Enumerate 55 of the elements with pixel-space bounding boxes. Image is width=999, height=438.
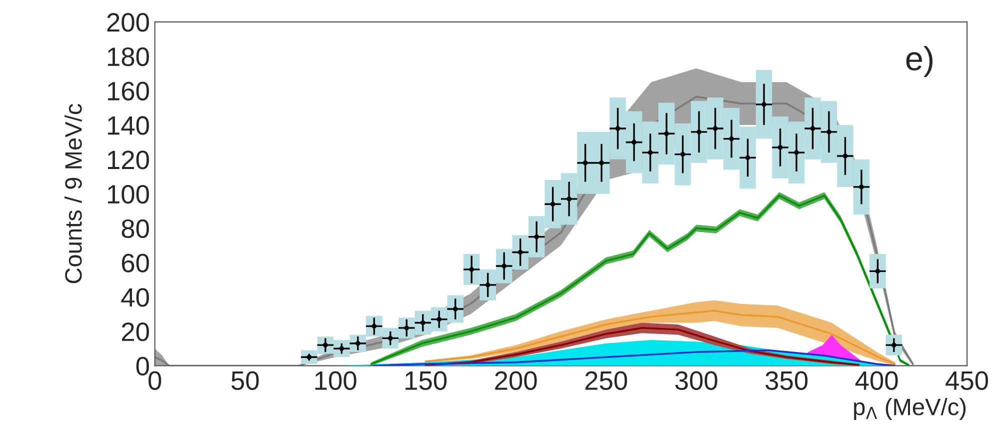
x-tick-label: 450: [946, 371, 988, 390]
point: [875, 268, 880, 274]
point: [810, 126, 816, 131]
y-tick-label: 140: [108, 116, 149, 135]
point: [745, 155, 750, 160]
point: [502, 264, 507, 268]
point: [518, 250, 523, 255]
point: [469, 267, 474, 272]
annotation: e): [906, 46, 932, 78]
point: [794, 150, 799, 155]
point: [452, 306, 458, 312]
x-tick-label: 200: [495, 371, 537, 390]
point: [712, 126, 718, 131]
line-series: [370, 349, 896, 366]
y-tick-label: 40: [121, 288, 149, 307]
x-tick-label: 50: [231, 371, 259, 390]
y-axis-title: Counts / 9 MeV/c: [64, 104, 82, 284]
x-tick-label: 350: [766, 371, 808, 390]
point: [664, 131, 669, 136]
y-tick-label: 200: [107, 13, 149, 32]
y-tick-label: 20: [122, 322, 149, 342]
y-tick-label: 120: [108, 150, 149, 170]
x-tick-label: 250: [585, 371, 628, 390]
y-tick-label: 80: [122, 219, 149, 238]
point: [615, 126, 620, 131]
y-tick-label: 0: [136, 356, 149, 376]
point: [859, 184, 864, 190]
x-tick-label: 0: [148, 371, 162, 390]
y-tick-label: 180: [108, 47, 149, 66]
y-tick-label: 100: [108, 184, 149, 204]
point: [826, 129, 832, 134]
x-tick-label: 400: [855, 371, 898, 390]
point: [550, 202, 556, 207]
y-tick-label: 160: [108, 82, 149, 100]
point: [778, 144, 783, 150]
point: [762, 102, 766, 107]
point: [842, 154, 848, 158]
point: [436, 316, 442, 322]
point: [729, 136, 734, 142]
point: [582, 160, 588, 166]
point: [566, 196, 572, 202]
x-tick-label: 100: [315, 371, 356, 390]
point: [599, 160, 604, 166]
line-series: [424, 310, 896, 365]
y-tick-label: 60: [122, 254, 149, 272]
point: [420, 320, 426, 326]
x-tick-label: 300: [675, 371, 718, 390]
point: [696, 129, 702, 134]
point: [648, 150, 653, 155]
point: [485, 282, 490, 288]
point: [534, 234, 540, 240]
x-axis-title: p$_{Λ}$ (MeV/c): [854, 398, 966, 420]
point: [680, 152, 686, 157]
x-tick-label: 150: [406, 371, 447, 390]
point: [632, 140, 636, 145]
